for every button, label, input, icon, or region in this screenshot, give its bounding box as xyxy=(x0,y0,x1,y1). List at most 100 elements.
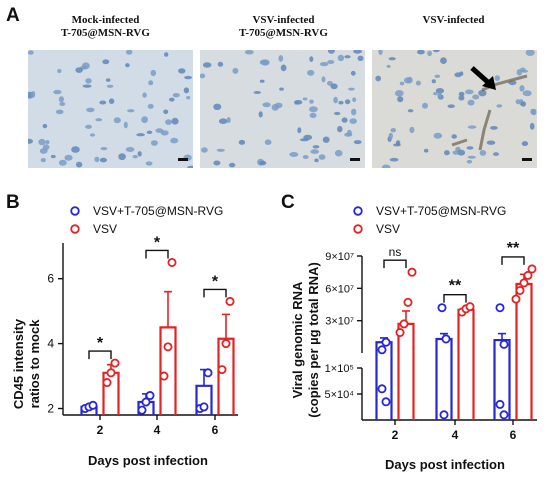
nucleus xyxy=(258,111,263,118)
nucleus xyxy=(467,155,476,159)
data-point xyxy=(403,297,413,307)
scale-bar xyxy=(350,158,360,161)
nucleus xyxy=(496,104,503,108)
data-point xyxy=(377,384,387,394)
bar xyxy=(217,337,235,415)
nucleus xyxy=(200,73,206,79)
nucleus xyxy=(521,69,528,73)
nucleus xyxy=(238,139,246,145)
nucleus xyxy=(137,151,142,157)
data-point xyxy=(465,302,475,312)
y-tick-label: 5×10⁴ xyxy=(324,389,354,401)
image-3-title-line1: VSV-infected xyxy=(422,14,485,26)
micrograph-vsv xyxy=(372,50,537,168)
nucleus xyxy=(466,159,473,164)
plot-c: 3×10⁷ 6×10⁷ 9×10⁷ 5×10⁴ 1×10⁵ 2 ns 4 ** 6 ** xyxy=(324,240,537,442)
nucleus xyxy=(127,109,135,113)
nucleus xyxy=(444,150,450,156)
nucleus xyxy=(163,109,169,115)
x-tick-label: 4 xyxy=(154,423,161,437)
nucleus xyxy=(520,101,526,107)
nucleus xyxy=(486,140,496,145)
nucleus xyxy=(59,102,66,106)
data-point xyxy=(199,402,209,412)
nucleus xyxy=(516,69,523,76)
legend-label: VSV xyxy=(376,222,400,236)
nucleus xyxy=(309,106,318,113)
data-point xyxy=(515,285,525,295)
nucleus xyxy=(327,50,335,54)
significance-bracket xyxy=(501,256,525,265)
nucleus xyxy=(213,103,222,110)
nucleus xyxy=(202,62,212,68)
nucleus xyxy=(216,148,225,152)
significance-bracket xyxy=(203,288,227,298)
nucleus xyxy=(522,90,532,97)
micrograph-vsv-treated-canvas xyxy=(200,50,365,168)
nucleus xyxy=(307,69,315,76)
nucleus xyxy=(186,96,191,100)
data-point xyxy=(441,334,451,344)
micrograph-vsv-treated-cells xyxy=(200,50,364,168)
nucleus xyxy=(148,80,154,86)
nucleus xyxy=(494,75,500,81)
nucleus xyxy=(297,127,302,134)
nucleus xyxy=(352,97,357,102)
nucleus xyxy=(478,89,487,97)
y-tick-label: 6×10⁷ xyxy=(325,283,354,295)
legend-marker xyxy=(70,206,80,216)
nucleus xyxy=(244,50,254,55)
nucleus xyxy=(145,161,153,166)
nucleus xyxy=(85,78,92,84)
nucleus xyxy=(434,74,441,78)
nucleus xyxy=(451,134,457,139)
nucleus xyxy=(403,77,412,84)
significance-label: ** xyxy=(507,240,520,257)
nucleus xyxy=(28,50,34,55)
nucleus xyxy=(337,125,343,133)
nucleus xyxy=(431,79,436,84)
nucleus xyxy=(530,108,536,115)
nucleus xyxy=(99,100,107,105)
legend-marker xyxy=(353,206,363,216)
bar xyxy=(159,326,177,415)
nucleus xyxy=(399,81,405,86)
nucleus xyxy=(353,50,362,54)
y-axis-label-line2: (copies per µg total RNA) xyxy=(306,262,321,418)
data-point xyxy=(106,368,116,378)
significance-bracket xyxy=(88,350,112,360)
nucleus xyxy=(348,87,355,91)
data-point xyxy=(141,397,151,407)
nucleus xyxy=(142,92,147,98)
nucleus xyxy=(262,102,271,108)
nucleus xyxy=(280,64,287,72)
data-point xyxy=(203,368,213,378)
panel-c-letter: C xyxy=(281,192,295,213)
significance-label: ns xyxy=(389,245,402,259)
nucleus xyxy=(302,155,309,159)
nucleus xyxy=(378,50,383,55)
y-axis-label-line2: ratios to mock xyxy=(27,319,42,409)
image-2-title: VSV-infected T-705@MSN-RVG xyxy=(196,14,371,40)
data-point xyxy=(499,410,509,420)
bar xyxy=(375,341,393,420)
nucleus xyxy=(515,99,521,105)
nucleus xyxy=(82,84,92,88)
data-point xyxy=(495,399,505,409)
nucleus xyxy=(427,50,432,57)
y-tick-label: 2 xyxy=(47,402,54,416)
image-1-title: Mock-infected T-705@MSN-RVG xyxy=(18,14,193,40)
x-tick-label: 6 xyxy=(212,423,219,437)
data-point xyxy=(399,319,409,329)
nucleus xyxy=(319,62,329,67)
nucleus xyxy=(519,85,525,92)
nucleus xyxy=(353,140,362,145)
image-2-title-line2: T-705@MSN-RVG xyxy=(239,27,328,39)
nucleus xyxy=(350,70,356,76)
image-3-title: VSV-infected xyxy=(366,14,541,27)
data-point xyxy=(159,371,169,381)
nucleus xyxy=(333,96,338,104)
nucleus xyxy=(432,50,440,53)
panel-b-letter: B xyxy=(6,192,20,213)
nucleus xyxy=(289,152,299,157)
